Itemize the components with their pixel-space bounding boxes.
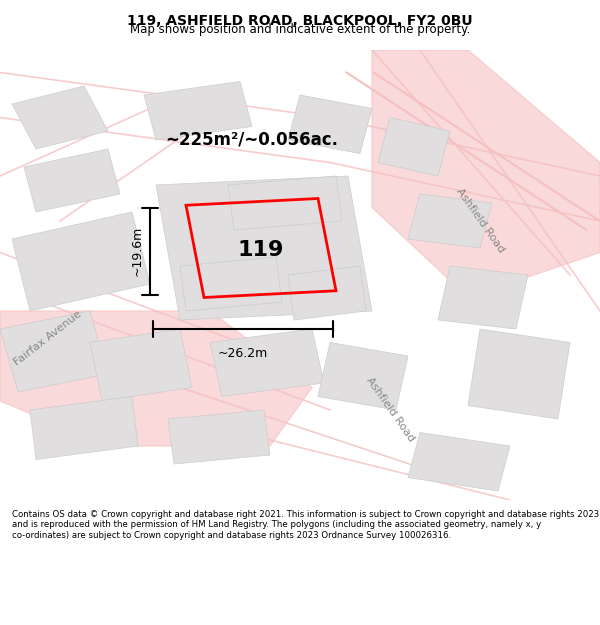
Text: Ashfield Road: Ashfield Road bbox=[454, 187, 506, 255]
Polygon shape bbox=[12, 212, 150, 311]
Text: 119, ASHFIELD ROAD, BLACKPOOL, FY2 0BU: 119, ASHFIELD ROAD, BLACKPOOL, FY2 0BU bbox=[127, 14, 473, 28]
Text: 119: 119 bbox=[238, 240, 284, 260]
Polygon shape bbox=[144, 81, 252, 140]
Polygon shape bbox=[180, 257, 282, 311]
Text: ~225m²/~0.056ac.: ~225m²/~0.056ac. bbox=[166, 131, 338, 149]
Polygon shape bbox=[408, 432, 510, 491]
Polygon shape bbox=[438, 266, 528, 329]
Polygon shape bbox=[468, 329, 570, 419]
Polygon shape bbox=[372, 50, 600, 298]
Polygon shape bbox=[210, 329, 324, 396]
Text: Ashfield Road: Ashfield Road bbox=[364, 376, 416, 444]
Polygon shape bbox=[288, 266, 366, 320]
Polygon shape bbox=[288, 95, 372, 154]
Text: ~26.2m: ~26.2m bbox=[218, 347, 268, 360]
Polygon shape bbox=[228, 176, 342, 230]
Polygon shape bbox=[318, 342, 408, 410]
Text: Fairfax Avenue: Fairfax Avenue bbox=[13, 309, 83, 368]
Polygon shape bbox=[408, 194, 492, 248]
Polygon shape bbox=[156, 176, 372, 320]
Polygon shape bbox=[24, 149, 120, 212]
Polygon shape bbox=[0, 311, 312, 446]
Polygon shape bbox=[90, 329, 192, 401]
Polygon shape bbox=[378, 118, 450, 176]
Polygon shape bbox=[30, 396, 138, 459]
Text: ~19.6m: ~19.6m bbox=[131, 226, 144, 276]
Text: Contains OS data © Crown copyright and database right 2021. This information is : Contains OS data © Crown copyright and d… bbox=[12, 510, 599, 540]
Polygon shape bbox=[0, 311, 108, 392]
Polygon shape bbox=[12, 86, 108, 149]
Text: Map shows position and indicative extent of the property.: Map shows position and indicative extent… bbox=[130, 23, 470, 36]
Polygon shape bbox=[168, 410, 270, 464]
